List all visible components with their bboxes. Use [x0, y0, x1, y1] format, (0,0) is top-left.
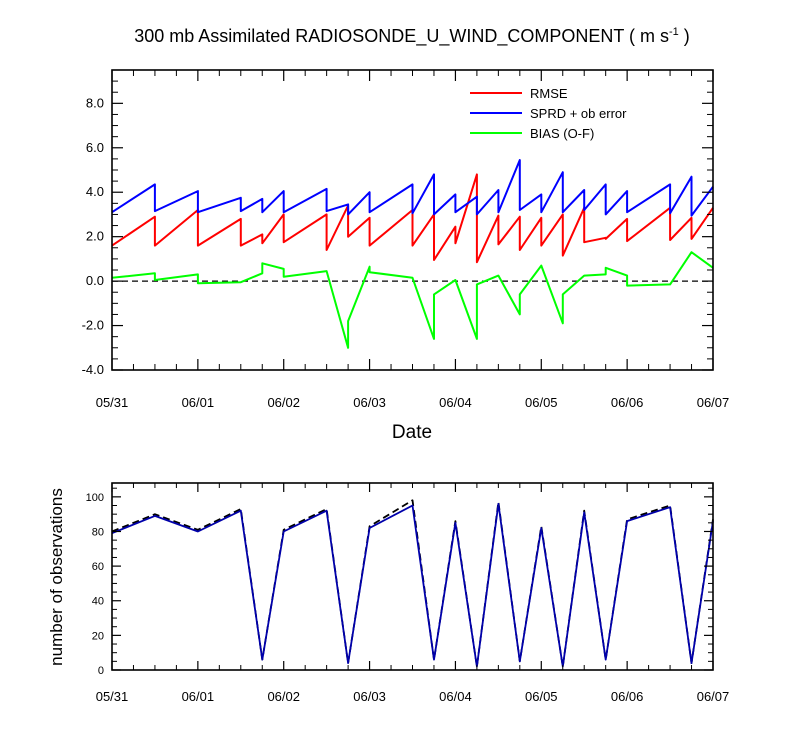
series-line-0-2 — [111, 251, 714, 349]
y-tick-label: 2.0 — [86, 229, 104, 244]
x-tick-label: 06/01 — [182, 395, 215, 410]
y-tick-label: 40 — [92, 596, 104, 608]
bottom-series-layer — [111, 499, 714, 668]
bottom-panel: 05/31 06/01 06/02 06/03 06/04 06/05 06/06 06/07… — [86, 482, 730, 704]
x-tick-label: 06/06 — [611, 689, 644, 704]
x-tick-label: 06/04 — [439, 689, 472, 704]
x-tick-label: 05/31 — [96, 689, 129, 704]
x-tick-label: 06/04 — [439, 395, 472, 410]
series-line-0-0 — [111, 173, 714, 264]
chart-title-superscript: -1 — [669, 26, 679, 38]
y-tick-label: 100 — [86, 492, 104, 504]
top-axes-layer: 05/31 06/01 06/02 06/03 06/04 06/05 06/06 06/07… — [82, 70, 730, 410]
x-tick-label: 06/01 — [182, 689, 215, 704]
legend-label-0: RMSE — [530, 86, 568, 101]
x-tick-label: 06/05 — [525, 395, 558, 410]
series-line-1-0 — [111, 499, 714, 668]
chart-title: 300 mb Assimilated RADIOSONDE_U_WIND_COM… — [134, 26, 690, 47]
y-tick-label: 20 — [92, 630, 104, 642]
top-series-layer — [111, 159, 714, 349]
x-tick-label: 06/06 — [611, 395, 644, 410]
y-tick-label: 0 — [98, 665, 104, 677]
chart-title-suffix: ) — [679, 26, 690, 46]
x-axis-title: Date — [392, 422, 432, 443]
top-panel: 05/31 06/01 06/02 06/03 06/04 06/05 06/06 06/07… — [82, 69, 730, 410]
y-tick-label: 4.0 — [86, 184, 104, 199]
y-axis-title-observations: number of observations — [47, 488, 66, 666]
y-tick-label: 6.0 — [86, 140, 104, 155]
x-tick-label: 06/02 — [267, 689, 300, 704]
bottom-plot-frame — [111, 482, 714, 671]
y-tick-label: 60 — [92, 561, 104, 573]
x-tick-label: 06/03 — [353, 395, 386, 410]
chart-title-main: 300 mb Assimilated RADIOSONDE_U_WIND_COM… — [134, 26, 669, 47]
bottom-axes-layer: 05/31 06/01 06/02 06/03 06/04 06/05 06/06 06/07… — [86, 483, 730, 704]
x-tick-label: 06/03 — [353, 689, 386, 704]
legend-label-2: BIAS (O-F) — [530, 126, 594, 141]
y-tick-label: 8.0 — [86, 95, 104, 110]
legend: RMSE SPRD + ob error BIAS (O-F) — [470, 86, 627, 141]
x-tick-label: 06/07 — [697, 395, 730, 410]
y-tick-label: 80 — [92, 526, 104, 538]
legend-label-1: SPRD + ob error — [530, 106, 627, 121]
x-tick-label: 06/05 — [525, 689, 558, 704]
series-line-0-1 — [111, 159, 714, 217]
y-tick-label: 0.0 — [86, 273, 104, 288]
x-tick-label: 05/31 — [96, 395, 129, 410]
y-tick-label: -2.0 — [82, 318, 104, 333]
x-tick-label: 06/07 — [697, 689, 730, 704]
x-tick-label: 06/02 — [267, 395, 300, 410]
top-plot-frame — [111, 69, 714, 371]
y-tick-label: -4.0 — [82, 362, 104, 377]
series-line-1-1 — [111, 502, 714, 668]
